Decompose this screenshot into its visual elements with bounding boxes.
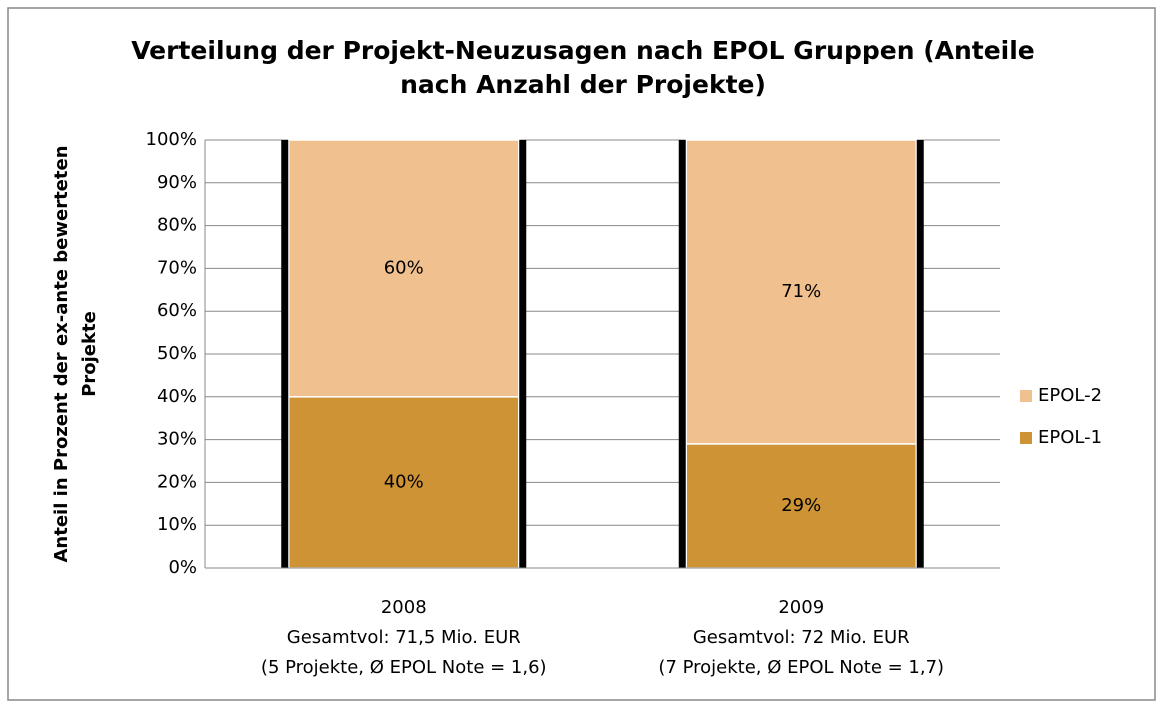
bar-segment xyxy=(685,443,917,569)
legend-label: EPOL-1 xyxy=(1038,427,1102,448)
x-tick-label: 2009 xyxy=(778,597,824,618)
x-tick-label: (7 Projekte, Ø EPOL Note = 1,7) xyxy=(658,657,944,678)
data-label: 71% xyxy=(781,281,821,302)
y-tick-label: 80% xyxy=(157,215,197,236)
x-tick-label: Gesamtvol: 72 Mio. EUR xyxy=(693,627,910,648)
data-label: 40% xyxy=(384,471,424,492)
y-axis-title-line: Projekte xyxy=(79,311,100,397)
y-tick-label: 10% xyxy=(157,514,197,535)
bar-segment xyxy=(288,139,520,398)
y-tick-label: 0% xyxy=(168,557,197,578)
y-tick-label: 20% xyxy=(157,471,197,492)
y-tick-label: 100% xyxy=(146,129,197,150)
x-tick-label: 2008 xyxy=(381,597,427,618)
legend-swatch xyxy=(1020,390,1032,402)
y-axis-title-line: Anteil in Prozent der ex-ante bewerteten xyxy=(51,145,72,562)
y-tick-label: 30% xyxy=(157,429,197,450)
y-tick-label: 90% xyxy=(157,172,197,193)
chart-title: Verteilung der Projekt-Neuzusagen nach E… xyxy=(131,36,1035,65)
bar-segment xyxy=(288,396,520,569)
y-tick-label: 50% xyxy=(157,343,197,364)
legend-label: EPOL-2 xyxy=(1038,385,1102,406)
x-tick-label: (5 Projekte, Ø EPOL Note = 1,6) xyxy=(261,657,547,678)
y-tick-label: 60% xyxy=(157,300,197,321)
legend-swatch xyxy=(1020,432,1032,444)
data-label: 29% xyxy=(781,495,821,516)
bar-segment xyxy=(685,139,917,445)
y-axis-title: Anteil in Prozent der ex-ante bewerteten… xyxy=(51,145,100,562)
y-tick-label: 70% xyxy=(157,257,197,278)
data-label: 60% xyxy=(384,257,424,278)
chart-title: nach Anzahl der Projekte) xyxy=(400,70,766,99)
x-tick-label: Gesamtvol: 71,5 Mio. EUR xyxy=(287,627,521,648)
y-tick-label: 40% xyxy=(157,386,197,407)
